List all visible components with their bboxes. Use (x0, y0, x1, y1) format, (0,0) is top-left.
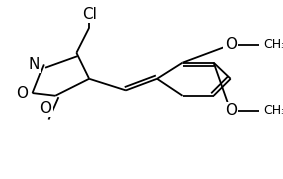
Text: Cl: Cl (82, 7, 97, 22)
Text: N: N (29, 57, 40, 72)
Text: O: O (225, 103, 237, 118)
Text: O: O (16, 86, 29, 101)
Text: O: O (225, 37, 237, 52)
Text: O: O (39, 101, 51, 116)
Text: CH₃: CH₃ (263, 105, 283, 117)
Text: CH₃: CH₃ (263, 38, 283, 51)
